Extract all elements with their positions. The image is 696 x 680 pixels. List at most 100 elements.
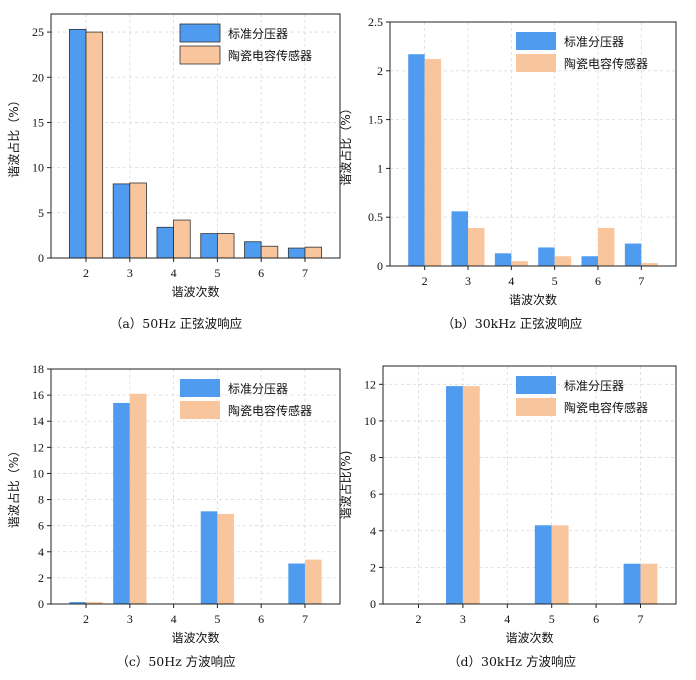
bar-series2-cat-3 (129, 182, 147, 259)
y-tick-label: 12 (32, 440, 44, 454)
bar-series1-cat-2 (69, 602, 87, 604)
bar-series1-cat-4 (494, 253, 512, 266)
chart-caption: （a）50Hz 正弦波响应 (110, 316, 242, 331)
legend-swatch-series1 (179, 23, 221, 43)
bar-series1-cat-3 (113, 402, 130, 604)
bar-series2-cat-6 (598, 227, 615, 266)
x-tick-label: 7 (302, 266, 308, 280)
y-tick-label: 2 (370, 560, 376, 574)
x-tick-label: 3 (127, 266, 133, 280)
bar-series1-cat-6 (244, 241, 262, 259)
y-tick-label: 6 (370, 487, 376, 501)
bar-series1-cat-3 (451, 211, 468, 266)
x-tick-label: 7 (302, 612, 308, 626)
legend-label-series1: 标准分压器 (564, 379, 624, 393)
y-tick-label: 8 (370, 451, 376, 465)
chart-caption: （c）50Hz 方波响应 (116, 654, 235, 669)
y-axis-label: 谐波占比(%) (338, 451, 353, 520)
axes-frame (382, 365, 677, 605)
bar-series1-cat-2 (408, 54, 425, 266)
bar-series1-cat-7 (624, 243, 642, 266)
y-axis-label: 谐波占比（%） (338, 102, 353, 185)
x-tick-label: 5 (552, 274, 558, 288)
y-tick-label: 4 (38, 545, 44, 559)
legend-swatch-series1 (516, 32, 556, 50)
y-tick-label: 10 (364, 414, 376, 428)
legend-label-series1: 标准分压器 (228, 27, 288, 41)
bar-series1-cat-7 (623, 563, 641, 604)
y-tick-label: 8 (38, 493, 44, 507)
y-tick-label: 12 (364, 377, 376, 391)
bar-series1-cat-4 (156, 226, 175, 259)
bar-series2-cat-4 (511, 261, 528, 266)
y-axis-label: 谐波占比（%） (6, 445, 21, 528)
legend-swatch-series2 (516, 398, 556, 416)
legend-swatch-series1 (180, 379, 220, 397)
bar-series1-cat-7 (288, 563, 305, 604)
x-tick-label: 3 (465, 274, 471, 288)
y-tick-label: 10 (32, 466, 44, 480)
y-tick-label: 2.5 (368, 15, 383, 29)
bar-series2-cat-7 (304, 559, 322, 604)
axes-frame (50, 368, 341, 605)
x-axis-label: 谐波次数 (171, 630, 219, 645)
y-tick-label: 0 (38, 597, 44, 611)
x-tick-label: 3 (460, 612, 466, 626)
x-tick-label: 4 (508, 274, 514, 288)
x-tick-label: 6 (258, 266, 264, 280)
bar-series2-cat-2 (424, 59, 442, 267)
legend-swatch-series2 (179, 45, 221, 65)
bar-series2-cat-2 (86, 602, 103, 604)
y-tick-label: 0.5 (368, 210, 383, 224)
legend-label-series1: 标准分压器 (228, 382, 288, 396)
y-tick-label: 20 (32, 70, 44, 84)
y-tick-label: 16 (32, 388, 44, 402)
y-tick-label: 1 (377, 161, 383, 175)
y-tick-label: 0 (377, 259, 383, 273)
y-axis-label: 谐波占比（%） (6, 94, 21, 177)
y-tick-label: 5 (38, 206, 44, 220)
bar-series2-cat-6 (260, 245, 279, 259)
bar-series1-cat-2 (68, 28, 87, 259)
chart-panel-b: 0 0.5 1 1.5 2 2.5 2 3 4 5 6 7 谐波次数 谐波占比（%） 标准分压器陶瓷电容传感… (338, 15, 677, 331)
chart-panel-c: 0 2 4 6 8 10 12 14 16 18 2 3 4 5 6 7 谐波次数 谐波占比（%） 标准分压器陶瓷电… (6, 362, 341, 669)
x-axis-label: 谐波次数 (509, 292, 557, 307)
bar-series1-cat-5 (200, 233, 218, 259)
chart-caption: （b）30kHz 正弦波响应 (442, 316, 582, 331)
legend-label-series2: 陶瓷电容传感器 (228, 48, 312, 63)
x-tick-label: 2 (83, 266, 89, 280)
legend-label-series2: 陶瓷电容传感器 (228, 403, 312, 418)
bar-series2-cat-5 (551, 525, 569, 604)
x-tick-label: 5 (549, 612, 555, 626)
bar-series2-cat-7 (640, 563, 658, 604)
legend-label-series2: 陶瓷电容传感器 (564, 56, 648, 71)
bar-series1-cat-7 (287, 247, 306, 259)
x-tick-label: 7 (637, 612, 643, 626)
bar-series2-cat-5 (554, 256, 572, 266)
x-tick-label: 7 (638, 274, 644, 288)
bar-series2-cat-2 (85, 31, 104, 259)
y-tick-label: 4 (370, 524, 376, 538)
bar-series2-cat-5 (216, 233, 235, 259)
bar-series2-cat-3 (462, 386, 480, 604)
x-tick-label: 6 (595, 274, 601, 288)
y-tick-label: 0 (38, 251, 44, 265)
y-tick-label: 0 (370, 597, 376, 611)
bar-series2-cat-3 (468, 227, 485, 266)
x-axis-label: 谐波次数 (171, 284, 219, 299)
bar-series1-cat-5 (538, 247, 555, 266)
y-tick-label: 1.5 (368, 113, 383, 127)
bar-series2-cat-7 (304, 246, 323, 259)
bar-series1-cat-5 (200, 511, 218, 604)
y-tick-label: 2 (377, 64, 383, 78)
axes-frame (50, 13, 341, 259)
legend-swatch-series1 (516, 376, 556, 394)
y-tick-label: 25 (32, 25, 44, 39)
x-tick-label: 2 (83, 612, 89, 626)
x-tick-label: 3 (127, 612, 133, 626)
bar-series2-cat-3 (129, 393, 147, 604)
legend-label-series2: 陶瓷电容传感器 (564, 400, 648, 415)
